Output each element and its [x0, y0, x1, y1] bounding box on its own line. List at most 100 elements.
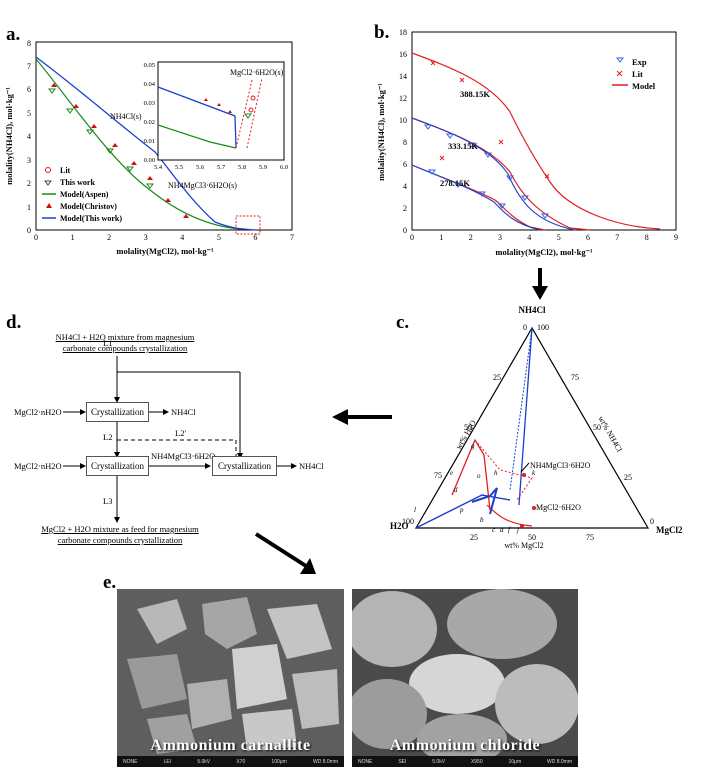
- a-xtick: 4: [180, 233, 184, 242]
- svg-text:4: 4: [527, 233, 531, 242]
- panel-e-label: e.: [103, 572, 117, 593]
- svg-text:2: 2: [469, 233, 473, 242]
- b-ylabel: molality(NH4Cl), mol·kg⁻¹: [376, 83, 386, 181]
- svg-text:75: 75: [434, 471, 442, 480]
- svg-text:50: 50: [528, 533, 536, 542]
- a-ytick: 8: [27, 39, 31, 48]
- svg-text:5.9: 5.9: [259, 164, 267, 171]
- d-flow-lines: [63, 356, 297, 523]
- svg-text:5.7: 5.7: [217, 164, 226, 171]
- b-temp-278: 278.15K: [440, 178, 470, 188]
- svg-text:5.8: 5.8: [238, 164, 246, 171]
- svg-text:25: 25: [624, 473, 632, 482]
- c-apex-right: MgCl2: [656, 525, 683, 535]
- svg-text:e: e: [450, 469, 453, 477]
- d-stream-l1: L1: [103, 338, 113, 348]
- d-mid-label: NH4MgCl3·6H2O: [151, 451, 216, 461]
- a-curve-green: [35, 58, 241, 230]
- c-annot-carnallite: NH4MgCl3·6H2O: [530, 461, 591, 470]
- d-stream-l2p: L2': [175, 428, 186, 438]
- sem-bar-nh4cl: NONE SEI 5.0kV X950 10μm WD 8.0mm: [352, 756, 578, 767]
- svg-text:100: 100: [537, 323, 549, 332]
- svg-text:100: 100: [402, 517, 414, 526]
- b-ytick: 12: [399, 94, 407, 103]
- a-markers-green: [48, 88, 154, 189]
- a-annot-carnallite: NH4MgCl3·6H2O(s): [168, 181, 237, 190]
- a-xtick: 2: [107, 233, 111, 242]
- panel-a-xticks: 0 1 2 3 4 5 6 7: [34, 233, 294, 242]
- a-xtick: 3: [144, 233, 148, 242]
- svg-text:75: 75: [571, 373, 579, 382]
- a-legend-item: Model(Aspen): [60, 190, 109, 199]
- arrow-c-to-d: [332, 409, 392, 425]
- c-apex-left: H2O: [390, 521, 409, 531]
- panel-b-label: b.: [374, 22, 390, 43]
- c-point-labels: e d b c a f g h j k l o p: [414, 442, 536, 534]
- panel-c-ternary: NH4Cl H2O MgCl2 0 100 25 75 50 50 75 25 100 0…: [390, 305, 683, 550]
- b-xlabel: molality(MgCl2), mol·kg⁻¹: [495, 247, 593, 257]
- svg-text:7: 7: [615, 233, 619, 242]
- a-xlabel: molality(MgCl2), mol·kg⁻¹: [116, 246, 214, 256]
- a-ytick: 4: [27, 132, 31, 141]
- b-temp-388: 388.15K: [460, 89, 490, 99]
- svg-text:0.04: 0.04: [144, 81, 156, 88]
- d-bottom-text: MgCl2 + H2O mixture as feed for magnesiu…: [41, 524, 199, 545]
- c-annot-bischofite: MgCl2·6H2O: [536, 503, 581, 512]
- a-xtick: 7: [290, 233, 294, 242]
- svg-text:25: 25: [493, 373, 501, 382]
- svg-text:9: 9: [674, 233, 678, 242]
- svg-text:j: j: [516, 526, 519, 534]
- panel-a-chart: 0 1 2 3 4 5 6 7 8 0 1 2 3 4 5 6 7 molali…: [4, 39, 294, 256]
- svg-text:p: p: [459, 506, 464, 514]
- a-ytick: 0: [27, 226, 31, 235]
- b-markers-lit: [430, 60, 550, 179]
- a-legend-item: Model(This work): [60, 214, 122, 223]
- a-legend: Lit This work Model(Aspen) Model(Christo…: [42, 166, 122, 223]
- a-ytick: 5: [27, 109, 31, 118]
- b-ytick: 16: [399, 50, 407, 59]
- sem-image-nh4cl: Ammonium chloride NONE SEI 5.0kV X950 10μm WD…: [352, 589, 578, 767]
- d-out1: NH4Cl: [171, 407, 196, 417]
- svg-text:0.05: 0.05: [144, 62, 155, 69]
- b-ytick: 2: [403, 204, 407, 213]
- svg-text:b: b: [480, 516, 484, 524]
- svg-text:8: 8: [645, 233, 649, 242]
- panel-a-yticks: 0 1 2 3 4 5 6 7 8: [27, 39, 31, 235]
- panel-c-label: c.: [396, 312, 410, 333]
- b-ytick: 10: [399, 116, 407, 125]
- a-markers-red: [51, 83, 189, 218]
- svg-text:50: 50: [593, 423, 601, 432]
- svg-text:l: l: [414, 506, 416, 514]
- svg-text:a: a: [500, 526, 504, 534]
- a-ytick: 7: [27, 62, 31, 71]
- arrow-d-to-e: [254, 532, 316, 574]
- b-ytick: 0: [403, 226, 407, 235]
- sem-bar-carnallite: NONE LEI 5.0kV X70 100μm WD 8.0mm: [117, 756, 344, 767]
- svg-text:c: c: [492, 526, 496, 534]
- svg-text:Model: Model: [632, 81, 656, 91]
- b-markers-exp: [424, 124, 549, 219]
- a-legend-item: Model(Christov): [60, 202, 117, 211]
- a-ytick: 6: [27, 85, 31, 94]
- a-ytick: 3: [27, 156, 31, 165]
- a-xtick: 0: [34, 233, 38, 242]
- svg-text:5.5: 5.5: [175, 164, 183, 171]
- b-model-388: [411, 52, 661, 230]
- d-cryst1: Crystallization: [86, 402, 149, 422]
- svg-text:1: 1: [439, 233, 443, 242]
- a-inset-annot: MgCl2·6H2O(s): [230, 68, 284, 77]
- a-inset: MgCl2·6H2O(s) 5.4 5.5 5.6 5.7 5.8 5.9 6.0 0…: [144, 61, 288, 171]
- d-out2: NH4Cl: [299, 461, 324, 471]
- panel-a-label: a.: [6, 24, 21, 45]
- c-apex-top: NH4Cl: [519, 305, 546, 315]
- b-blue-333: [411, 117, 576, 231]
- b-model-333: [411, 117, 591, 231]
- svg-text:f: f: [508, 526, 511, 534]
- svg-text:0.01: 0.01: [144, 138, 155, 145]
- sem-image-carnallite: Ammonium carnallite NONE LEI 5.0kV X70 100μm…: [117, 589, 344, 767]
- svg-text:5: 5: [557, 233, 561, 242]
- a-annot-nh4cl: NH4Cl(s): [110, 112, 142, 121]
- svg-text:6.0: 6.0: [280, 164, 288, 171]
- d-stream-l2: L2: [103, 432, 113, 442]
